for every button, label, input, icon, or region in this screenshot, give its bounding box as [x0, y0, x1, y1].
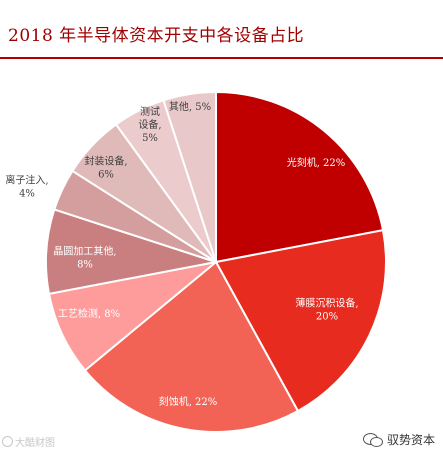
pie-slice-1: [215, 90, 385, 264]
wechat-icon: [362, 432, 383, 447]
slice-label-5: 晶圆加工其他, 8%: [53, 245, 116, 271]
slice-label-4: 工艺检测, 8%: [58, 307, 120, 320]
slice-label-2: 薄膜沉积设备, 20%: [295, 297, 358, 323]
pie-slice-2: [214, 228, 387, 413]
pie-slice-3: [83, 260, 300, 433]
slice-label-8: 测试设备, 5%: [138, 105, 161, 144]
watermark: 驭势资本: [362, 431, 435, 448]
watermark-text: 驭势资本: [386, 433, 435, 447]
slice-label-6: 离子注入, 4%: [5, 174, 48, 200]
chart-title: 2018 年半导体资本开支中各设备占比: [8, 26, 305, 46]
source-logo-icon: [2, 436, 13, 447]
slice-label-1: 光刻机, 22%: [287, 156, 346, 169]
slice-label-7: 封装设备, 6%: [84, 155, 127, 181]
pie-slice-9: [162, 90, 217, 263]
slice-label-9: 其他, 5%: [169, 100, 211, 113]
source-text: 大酷财图: [15, 438, 55, 449]
slice-label-3: 刻蚀机, 22%: [159, 395, 218, 408]
source-note: 大酷财图: [2, 434, 55, 449]
title-divider: [0, 57, 443, 59]
